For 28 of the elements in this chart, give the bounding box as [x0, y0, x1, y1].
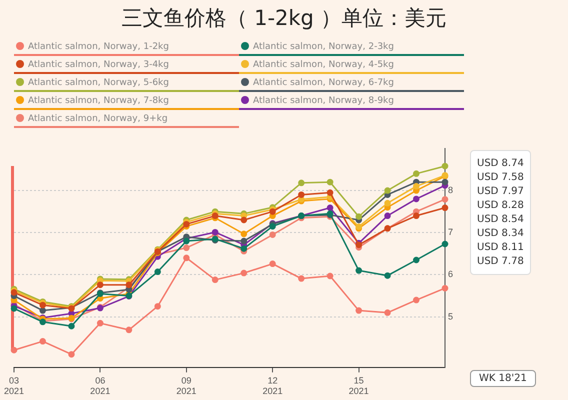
- legend-label: Atlantic salmon, Norway, 7-8kg: [14, 94, 239, 110]
- y-tick-label: 7: [448, 227, 454, 238]
- chart-title: 三文鱼价格（ 1-2kg ）单位：美元: [120, 5, 448, 32]
- legend-label: Atlantic salmon, Norway, 1-2kg: [14, 40, 239, 56]
- text: USD 8.74: [477, 158, 524, 169]
- x-tick-label: 06 2021: [90, 375, 110, 396]
- x-tick-label: 12 2021: [262, 375, 283, 396]
- legend-label: Atlantic salmon, Norway, 2-3kg: [239, 40, 464, 56]
- y-tick-label: 5: [448, 311, 454, 322]
- legend-label: Atlantic salmon, Norway, 5-6kg: [14, 76, 239, 92]
- y-tick-label: 6: [448, 269, 454, 280]
- legend-label: Atlantic salmon, Norway, 4-5kg: [239, 58, 464, 74]
- text: USD 7.58: [477, 172, 524, 183]
- text: USD 7.97: [477, 186, 524, 197]
- text: USD 7.78: [477, 256, 524, 267]
- x-tick-label: 09 2021: [176, 375, 196, 396]
- text: USD 8.11: [477, 242, 524, 253]
- x-tick-label: 03 2021: [4, 375, 24, 396]
- legend-label: Atlantic salmon, Norway, 3-4kg: [14, 58, 239, 74]
- text: WK 18'21: [470, 370, 536, 387]
- x-tick-label: 15 2021: [348, 375, 369, 396]
- legend-label: Atlantic salmon, Norway, 6-7kg: [239, 76, 464, 92]
- text: USD 8.34: [477, 228, 524, 239]
- text: USD 8.28: [477, 200, 524, 211]
- y-tick-label: 8: [448, 185, 454, 195]
- text: USD 8.54: [477, 214, 524, 225]
- legend-label: Atlantic salmon, Norway, 8-9kg: [239, 94, 464, 110]
- legend-label: Atlantic salmon, Norway, 9+kg: [14, 112, 239, 128]
